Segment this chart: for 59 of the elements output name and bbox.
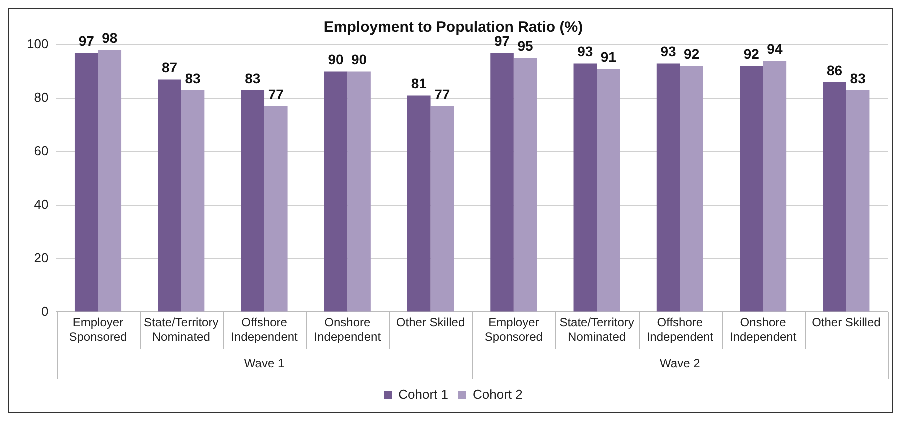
- y-tick-label: 80: [34, 90, 49, 106]
- data-label: 83: [850, 70, 866, 86]
- data-label: 83: [245, 70, 261, 86]
- x-tick-label: State/Territory Nominated: [560, 316, 634, 344]
- bar: [574, 64, 598, 312]
- bar: [158, 80, 182, 312]
- legend-label: Cohort 2: [473, 387, 523, 402]
- y-tick-label: 60: [34, 143, 49, 158]
- bar: [846, 90, 870, 312]
- data-label: 95: [518, 38, 534, 54]
- data-label: 98: [102, 30, 118, 46]
- bar: [348, 72, 371, 312]
- x-tick-label: Onshore Independent: [730, 316, 798, 344]
- data-label: 77: [434, 86, 450, 102]
- y-tick-label: 20: [34, 250, 49, 266]
- bar: [680, 66, 704, 312]
- data-label: 87: [162, 60, 178, 76]
- x-tick-label: Employer Sponsored: [484, 316, 543, 344]
- bar: [823, 82, 846, 312]
- data-label: 83: [185, 70, 202, 86]
- bar: [656, 64, 680, 312]
- data-label: 94: [767, 40, 783, 57]
- y-tick-label: 40: [34, 196, 49, 212]
- x-tick-label: Offshore Independent: [231, 316, 299, 344]
- bar: [98, 50, 122, 312]
- data-label: 97: [78, 32, 95, 49]
- data-label: 92: [684, 46, 700, 62]
- data-label: 92: [744, 46, 760, 62]
- data-label: 93: [660, 44, 677, 60]
- x-tick-label: State/Territory Nominated: [144, 316, 219, 344]
- x-tick-label: Employer Sponsored: [69, 316, 128, 344]
- bar: [264, 106, 288, 312]
- data-label: 91: [600, 48, 617, 65]
- x-tick-label: Onshore Independent: [314, 316, 382, 344]
- data-label: 90: [352, 52, 368, 68]
- bar: [408, 96, 431, 312]
- bar: [490, 53, 514, 312]
- bar: [514, 58, 538, 312]
- bar: [324, 72, 348, 312]
- x-tick-label: Other Skilled: [812, 316, 881, 330]
- y-tick-label: 0: [41, 304, 49, 319]
- text: Wave 1: [244, 356, 285, 370]
- data-label: 77: [268, 86, 284, 102]
- data-label: 90: [328, 52, 344, 68]
- data-label: 86: [827, 62, 843, 78]
- x-tick-label: Offshore Independent: [646, 316, 714, 344]
- bar: [241, 90, 265, 312]
- x-tick-label: Other Skilled: [396, 316, 466, 330]
- bar: [597, 69, 620, 312]
- text: Wave 2: [660, 356, 701, 370]
- data-label: 81: [411, 76, 428, 92]
- legend-label: Cohort 1: [398, 387, 449, 402]
- bar: [430, 106, 454, 312]
- bar: [740, 66, 764, 312]
- bar: [74, 53, 98, 312]
- y-tick-label: 100: [26, 36, 49, 52]
- bar: [763, 61, 787, 312]
- data-label: 93: [578, 44, 594, 60]
- bar: [181, 90, 205, 312]
